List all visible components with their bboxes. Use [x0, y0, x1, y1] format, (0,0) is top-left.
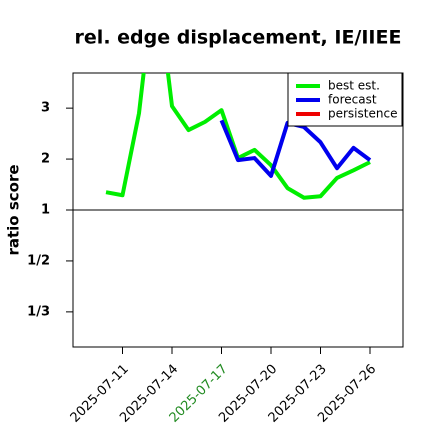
- y-tick-label: 1: [41, 202, 50, 217]
- y-tick-label: 1/3: [27, 304, 50, 319]
- y-tick-label: 3: [41, 101, 50, 116]
- legend-label: best est.: [328, 79, 380, 93]
- y-tick-label: 1/2: [27, 253, 50, 268]
- legend-label: forecast: [328, 93, 377, 107]
- chart-title: rel. edge displacement, IE/IIEE: [75, 27, 402, 49]
- y-axis-label: ratio score: [5, 164, 23, 255]
- y-tick-label: 2: [41, 152, 50, 167]
- legend-label: persistence: [328, 107, 397, 121]
- series-line: [219, 119, 372, 178]
